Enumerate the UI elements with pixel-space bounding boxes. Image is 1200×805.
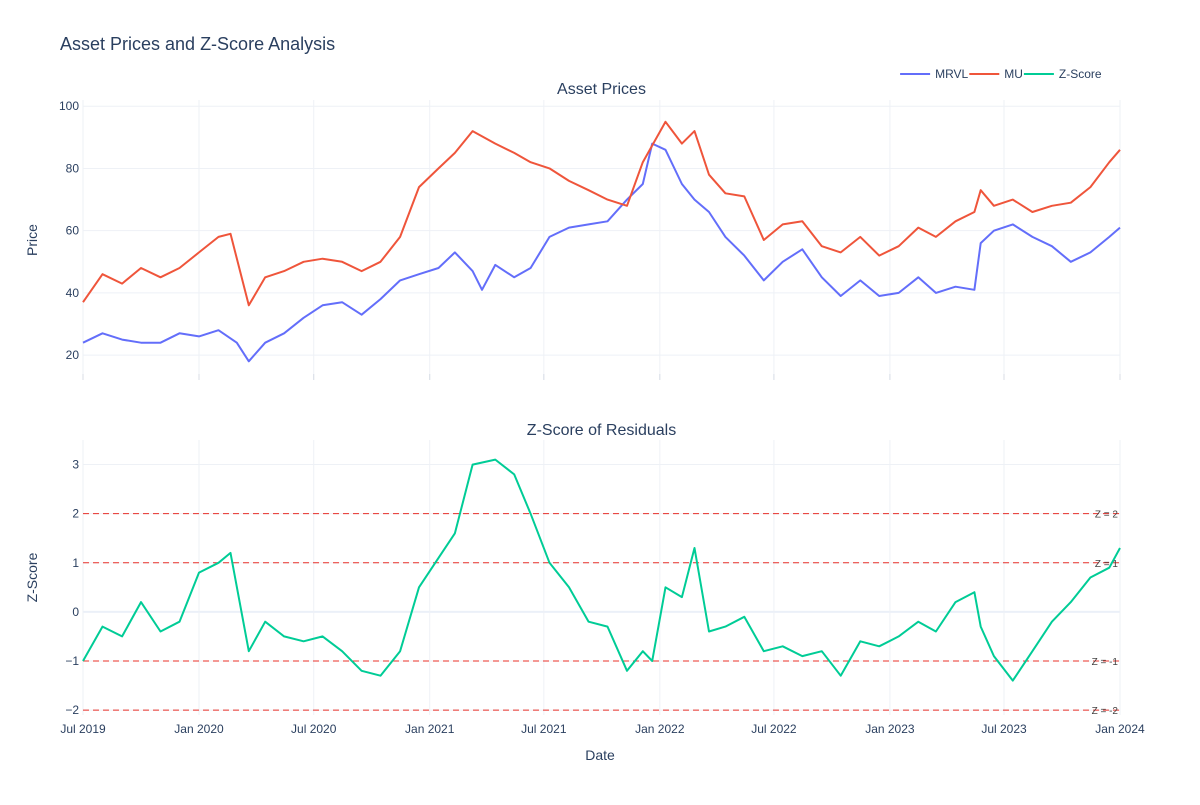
prices-subplot-title: Asset Prices	[557, 81, 646, 98]
legend-item-z-score[interactable]: Z-Score	[1023, 67, 1102, 81]
xtick-label: Jan 2023	[865, 722, 915, 736]
xtick-label: Jan 2021	[405, 722, 455, 736]
x-axis-label: Date	[585, 747, 615, 763]
zscore-ytick-label: 0	[72, 605, 79, 619]
reference-line-label: Z = 2	[1095, 510, 1119, 521]
prices-panel: 20 40 60 80 100 Asset Prices Price	[24, 81, 1121, 380]
zscore-subplot-title: Z-Score of Residuals	[527, 422, 676, 439]
legend-label: MU	[1004, 67, 1023, 81]
reference-line-label: Z = 1	[1095, 559, 1119, 570]
chart-legend[interactable]: MRVL MU Z-Score	[900, 67, 1102, 81]
xtick-label: Jul 2020	[291, 722, 337, 736]
xtick-label: Jul 2019	[60, 722, 106, 736]
xtick-label: Jul 2023	[981, 722, 1027, 736]
legend-item-mu[interactable]: MU	[969, 67, 1023, 81]
xtick-label: Jan 2024	[1095, 722, 1145, 736]
chart-title: Asset Prices and Z-Score Analysis	[60, 34, 335, 54]
prices-ytick-label: 60	[66, 224, 80, 238]
xtick-label: Jul 2021	[521, 722, 567, 736]
zscore-ytick-label: −1	[65, 654, 79, 668]
legend-label: MRVL	[935, 67, 968, 81]
prices-ytick-label: 20	[66, 348, 80, 362]
zscore-ytick-label: 2	[72, 507, 79, 521]
zscore-ytick-label: 1	[72, 556, 79, 570]
series-line-mrvl	[82, 142, 1121, 363]
series-line-mu	[82, 120, 1121, 307]
zscore-ytick-label: −2	[65, 703, 79, 717]
xtick-label: Jul 2022	[751, 722, 797, 736]
legend-item-mrvl[interactable]: MRVL	[900, 67, 969, 81]
prices-ytick-label: 80	[66, 161, 80, 175]
zscore-ytick-label: 3	[72, 458, 79, 472]
prices-ytick-label: 100	[59, 99, 79, 113]
series-line-z-score	[82, 458, 1121, 682]
zscore-y-axis-label: Z-Score	[24, 552, 40, 602]
xtick-label: Jan 2020	[174, 722, 224, 736]
legend-label: Z-Score	[1059, 67, 1102, 81]
reference-line-label: Z = -1	[1092, 657, 1119, 668]
zscore-panel: −2 −1 0 1 2 3 Jul 2019 Jan 2020 Jul 2020 Jan 2021…	[24, 422, 1145, 736]
reference-line-label: Z = -2	[1092, 706, 1119, 717]
prices-y-axis-label: Price	[24, 224, 40, 256]
xtick-label: Jan 2022	[635, 722, 685, 736]
prices-ytick-label: 40	[66, 286, 80, 300]
